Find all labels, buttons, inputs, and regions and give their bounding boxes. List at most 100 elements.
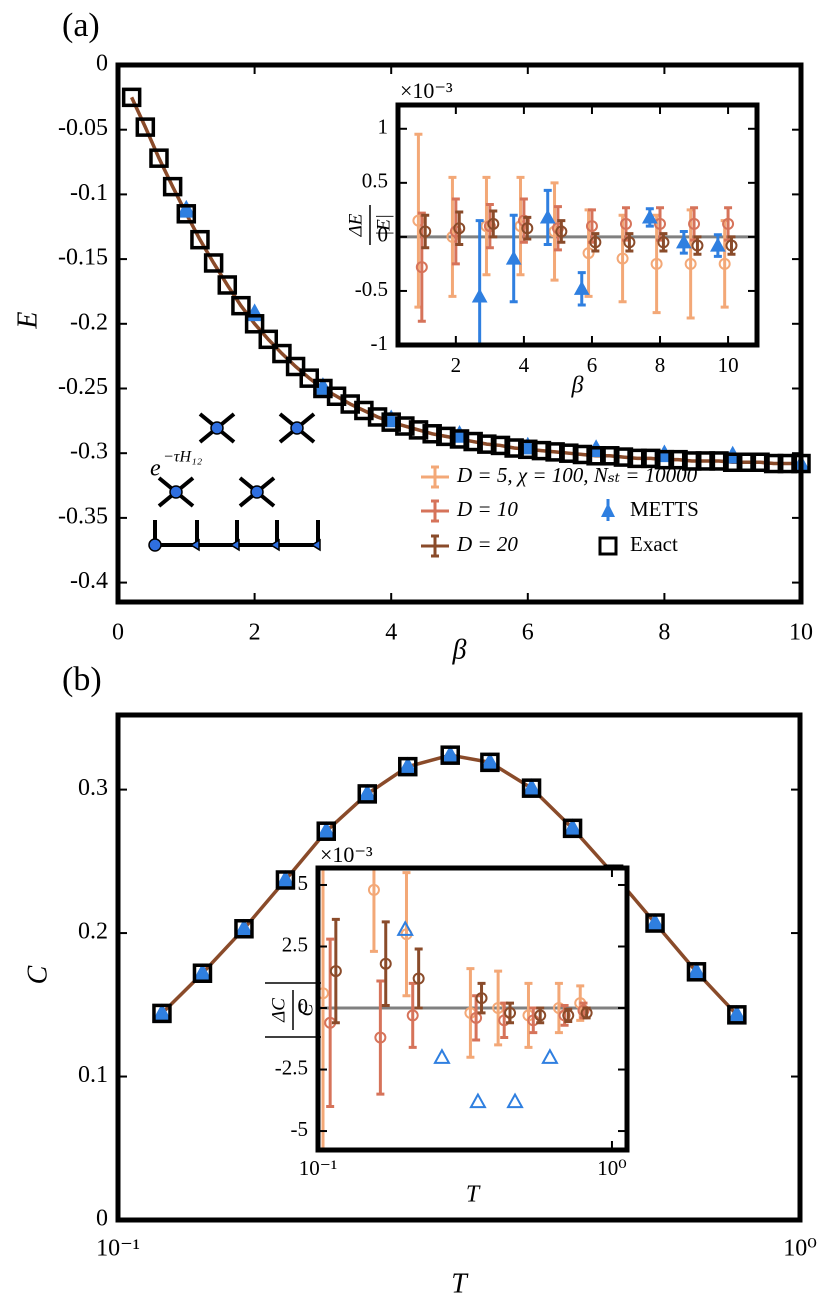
circle-marker [487,217,500,230]
node [250,485,264,499]
exact-marker [668,449,688,470]
exact-marker [586,446,606,466]
exact-marker [600,446,620,466]
exact-marker [272,343,292,364]
error-bar [417,211,426,323]
axis-multiplier: ×10⁻³ [400,78,453,103]
exact-marker [531,440,552,461]
exact-marker [234,919,254,939]
error-bar [482,175,491,277]
y-label-numerator: ΔE [345,213,366,237]
axis-multiplier: ×10⁻³ [320,842,373,867]
error-bar [326,937,335,1108]
exact-marker [135,117,156,137]
x-tick-label: 4 [385,620,397,646]
circle-marker [562,1009,575,1022]
exact-marker [408,420,429,440]
exact-marker [299,368,319,388]
y-tick-label: -0.25 [58,374,108,400]
plot-area [121,87,811,474]
exact-marker [750,452,770,473]
legend-icon [601,503,615,517]
y-tick-label: -0.2 [70,309,108,335]
error-bar [321,868,325,1150]
y-tick-label: -5 [291,1117,309,1141]
x-tick-label: 6 [522,620,534,646]
exact-marker [275,870,296,890]
x-tick-label: 2 [249,620,261,646]
panel-label: (b) [62,661,102,698]
exact-marker [654,449,675,470]
circle-marker [623,236,636,249]
circle-marker [654,217,667,230]
x-tick-label: 10⁻¹ [299,1156,337,1180]
y-tick-label: -0.3 [70,439,108,465]
exact-marker [477,434,497,454]
exact-marker [244,314,265,334]
exact-marker [203,253,224,273]
error-bar [516,175,525,277]
legend-label: D = 20 [456,532,518,556]
y-tick-label: 0.1 [78,1062,108,1088]
node [169,485,183,499]
metts-marker [506,1092,524,1109]
exact-marker [640,448,661,469]
panel-label: (a) [62,7,100,44]
node-arrow [269,538,280,552]
circle-marker [718,257,731,270]
y-tick-label: 0 [298,994,309,1018]
circle-marker [453,222,466,235]
exact-marker [686,962,707,982]
x-tick-label: 2 [451,353,462,377]
node-arrow [310,538,321,552]
metts-marker [539,209,556,224]
circle-marker [657,236,670,249]
legend-icon [421,534,449,558]
exact-marker [285,356,306,377]
x-tick-label: 6 [587,353,598,377]
y-tick-label: 0 [96,1206,108,1232]
circle-marker [585,220,598,233]
exact-marker [681,451,702,471]
x-tick-label: 10⁻¹ [96,1236,140,1262]
circle-marker [722,217,735,230]
circle-marker [555,225,568,238]
exact-marker [645,913,665,933]
circle-marker [412,214,425,227]
exact-marker [490,435,511,456]
x-tick-label: 0 [112,620,124,646]
metts-marker [176,199,197,218]
exact-marker [149,148,169,168]
circle-marker [580,1006,593,1019]
x-tick-label: 8 [658,620,670,646]
circle-marker [374,1031,387,1044]
metts-marker [469,1092,487,1109]
error-bar [376,979,385,1096]
node-arrow [229,538,240,552]
error-bar [477,981,486,1015]
error-bar [519,197,528,244]
metts-marker [641,209,658,224]
error-bar [554,981,563,1035]
exact-marker [627,448,647,469]
exact-marker [504,438,524,458]
error-bar [455,210,464,246]
exact-marker [722,452,743,473]
legend-label: D = 10 [456,497,518,521]
y-tick-label: -2.5 [275,1055,308,1079]
y-tick-label: 2.5 [282,932,308,956]
plot-area [318,868,627,1150]
circle-marker [419,225,432,238]
circle-marker [725,239,738,252]
exact-marker [727,1005,747,1025]
circle-marker [684,257,697,270]
y-tick-label: -0.4 [70,568,108,594]
y-axis-label: C [22,965,53,984]
exact-marker [258,329,279,350]
error-bar [494,969,503,1047]
legend-icon [421,499,449,523]
exact-marker [763,453,784,474]
circle-marker [589,236,602,249]
